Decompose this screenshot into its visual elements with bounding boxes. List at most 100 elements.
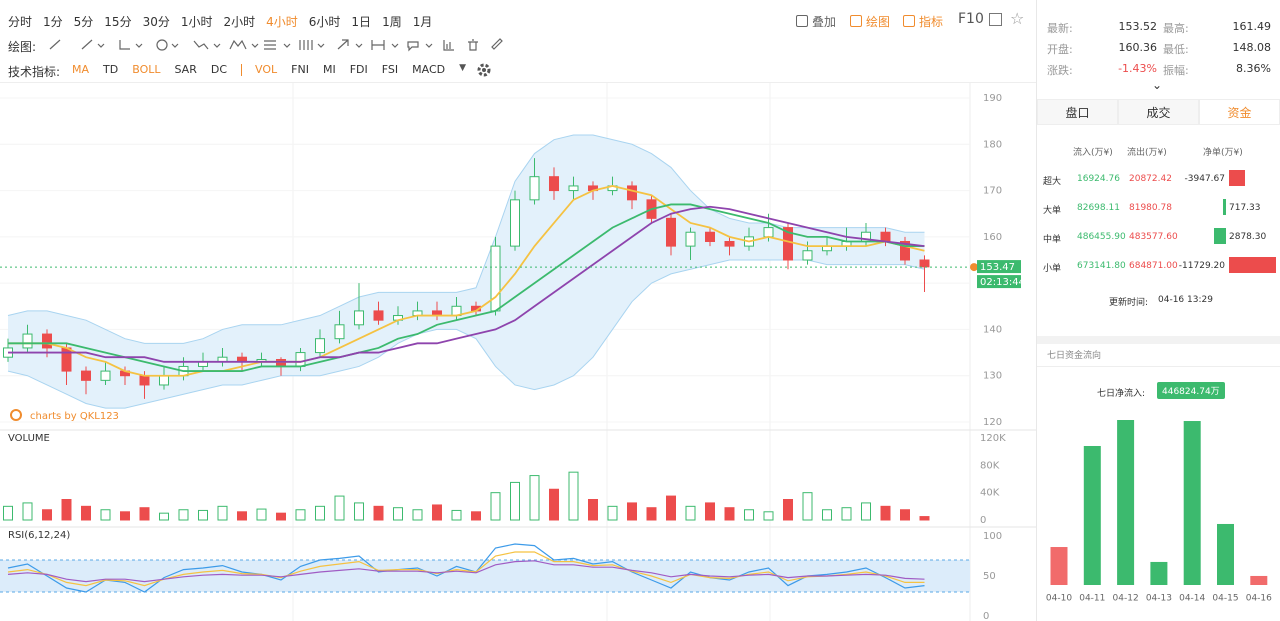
tool-button[interactable]: 指标 <box>919 15 944 29</box>
stat-label: 最高: <box>1163 22 1189 35</box>
volume-bar <box>705 502 715 521</box>
volume-bar <box>744 509 754 521</box>
volume-bar <box>763 511 774 521</box>
indicator-button[interactable]: VOL <box>255 63 278 76</box>
seven-day-title: 七日资金流向 <box>1047 351 1102 361</box>
volume-bar <box>354 502 364 521</box>
period-button[interactable]: 2小时 <box>223 15 256 29</box>
period-button[interactable]: 1月 <box>412 15 433 29</box>
countdown-label: 02:13:44 <box>980 277 1025 288</box>
indicator-button[interactable]: MACD <box>412 63 446 76</box>
f10-button[interactable]: F10 <box>958 11 984 27</box>
indicator-button[interactable]: FSI <box>381 63 399 76</box>
candle-body <box>315 338 325 354</box>
candle-body <box>666 217 676 247</box>
period-button[interactable]: 分时 <box>8 15 33 29</box>
indicator-button[interactable]: MA <box>72 63 90 76</box>
volume-bar <box>802 492 813 521</box>
x-tick-label: 04-11 <box>1079 594 1105 604</box>
tool-icon[interactable] <box>796 15 808 27</box>
tool-icon[interactable] <box>903 15 915 27</box>
candle-body <box>685 231 696 247</box>
flow-net: -3947.67 <box>1184 174 1225 184</box>
indicator-button[interactable]: FDI <box>349 63 368 76</box>
period-button[interactable]: 4小时 <box>266 15 298 29</box>
expand-chevron[interactable]: ⌄ <box>1152 78 1163 92</box>
flow-bar <box>1150 561 1168 585</box>
indicator-more[interactable]: ▼ <box>459 63 467 73</box>
volume-bar <box>724 507 735 521</box>
volume-bar <box>685 505 696 521</box>
y-tick-label: 120 <box>983 417 1002 428</box>
price-tag <box>977 260 1021 274</box>
settings-icon[interactable] <box>476 62 492 78</box>
flow-header: 流出(万¥) <box>1127 148 1167 158</box>
flow-net-bar <box>1223 199 1226 215</box>
period-button[interactable]: 15分 <box>104 15 132 29</box>
period-button[interactable]: 30分 <box>142 15 170 29</box>
seven-day-chart: 04-10 04-11 04-12 04-13 04-14 04-15 04-16 <box>1046 420 1272 604</box>
update-time: 04-16 13:29 <box>1158 295 1213 305</box>
tab[interactable]: 资金 <box>1199 99 1280 125</box>
star-icon[interactable]: ☆ <box>1010 9 1025 28</box>
indicator-button[interactable]: SAR <box>174 63 197 76</box>
tool-button[interactable]: 绘图 <box>866 15 891 29</box>
tab[interactable]: 盘口 <box>1037 99 1118 125</box>
flow-net: 2878.30 <box>1229 232 1267 242</box>
period-button[interactable]: 1日 <box>351 15 372 29</box>
y-tick-label: 130 <box>983 371 1002 382</box>
flow-out: 81980.78 <box>1129 203 1172 213</box>
stat-value: 8.36% <box>1236 62 1271 75</box>
volume-bar <box>471 511 481 521</box>
volume-bar <box>588 499 598 521</box>
volume-bar <box>510 481 520 521</box>
y-tick-label: 180 <box>983 139 1002 150</box>
candle-body <box>529 176 540 201</box>
volume-bar <box>100 509 111 521</box>
section-gap <box>1037 336 1280 344</box>
toolbar-divider <box>0 82 1036 83</box>
candle-body <box>276 359 286 367</box>
flow-bar <box>1050 547 1068 585</box>
period-button[interactable]: 1周 <box>382 15 402 29</box>
update-label: 更新时间: <box>1109 298 1149 308</box>
candle-body <box>100 370 111 381</box>
rsi-tick-label: 50 <box>983 571 996 582</box>
candle-body <box>880 231 891 242</box>
indicator-button[interactable]: FNI <box>291 63 309 76</box>
volume-bar <box>139 507 150 521</box>
candle-body <box>61 347 72 372</box>
candle-body <box>159 375 169 386</box>
x-tick-label: 04-15 <box>1212 594 1238 604</box>
candle-body <box>295 352 306 367</box>
watermark: charts by QKL123 <box>30 411 119 422</box>
period-button[interactable]: 6小时 <box>308 15 341 29</box>
indicator-button[interactable]: TD <box>103 63 119 76</box>
period-button[interactable]: 5分 <box>73 15 94 29</box>
volume-bar <box>549 488 559 521</box>
ma-line <box>8 185 925 377</box>
candle-body <box>81 370 91 381</box>
indicator-button[interactable]: DC <box>210 63 228 76</box>
period-button[interactable]: 1分 <box>43 15 63 29</box>
stat-label: 最低: <box>1163 43 1189 56</box>
fullscreen-icon[interactable] <box>989 13 1002 26</box>
side-panel: 最新: 153.52 最高: 161.49 开盘: 160.36 最低: 148.08 涨跌: -… <box>1036 0 1280 621</box>
volume-tick-label: 0 <box>980 515 986 526</box>
candle-body <box>354 310 364 326</box>
indicator-button[interactable]: BOLL <box>132 63 161 76</box>
indicator-button[interactable]: MI <box>322 63 336 76</box>
flow-out: 20872.42 <box>1129 174 1172 184</box>
volume-bar <box>3 505 13 521</box>
volume-bar <box>841 507 852 521</box>
flow-name: 大单 <box>1043 206 1062 216</box>
draw-label: 绘图: <box>8 40 37 54</box>
period-button[interactable]: 1小时 <box>180 15 213 29</box>
tool-icon[interactable] <box>850 15 862 27</box>
stat-label: 最新: <box>1047 22 1073 35</box>
rsi-tick-label: 100 <box>983 531 1002 542</box>
volume-bar <box>880 505 891 521</box>
tab[interactable]: 成交 <box>1118 99 1199 125</box>
drawing-tools[interactable] <box>44 37 504 53</box>
tool-button[interactable]: 叠加 <box>812 15 837 29</box>
